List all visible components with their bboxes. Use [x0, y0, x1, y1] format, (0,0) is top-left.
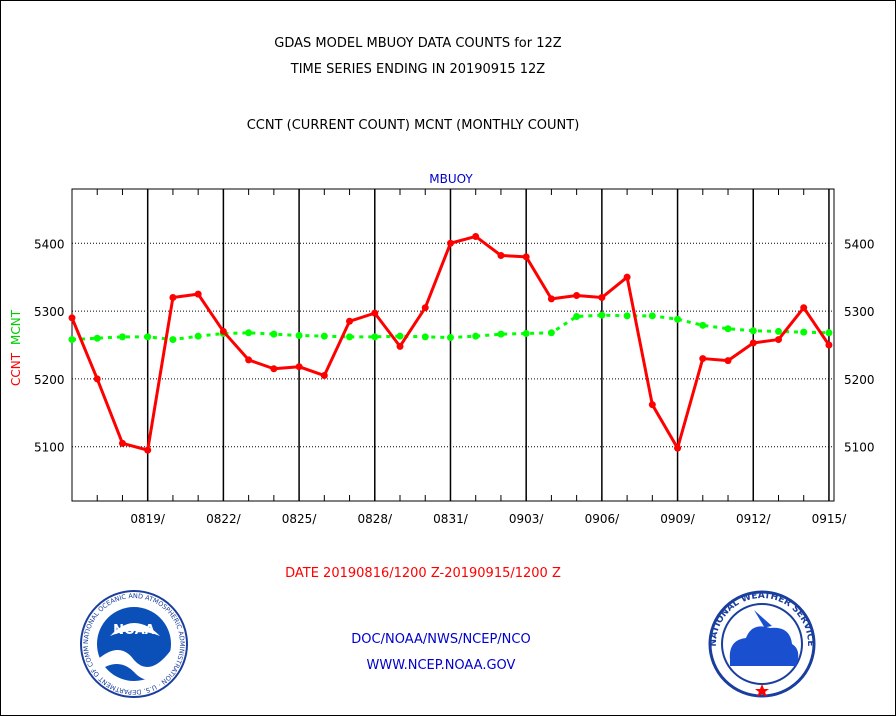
data-point-ccnt	[346, 317, 354, 325]
data-point-ccnt	[522, 253, 530, 261]
data-point-ccnt	[421, 304, 429, 312]
chart-title: GDAS MODEL MBUOY DATA COUNTS for 12Z	[274, 36, 562, 51]
panel-label: MBUOY	[429, 172, 473, 186]
data-point-ccnt	[774, 336, 782, 344]
data-point-mcnt	[699, 321, 707, 329]
data-point-mcnt	[446, 334, 454, 342]
data-point-mcnt	[194, 332, 202, 340]
data-point-ccnt	[573, 291, 581, 299]
data-point-ccnt	[724, 357, 732, 365]
data-point-ccnt	[749, 339, 757, 347]
date-range: DATE 20190816/1200 Z-20190915/1200 Z	[285, 566, 561, 581]
data-point-ccnt	[497, 251, 505, 259]
data-point-ccnt	[371, 309, 379, 317]
data-point-ccnt	[674, 444, 682, 452]
y-axis-label-mcnt: MCNT	[9, 309, 23, 345]
data-point-ccnt	[320, 372, 328, 380]
grid-layer	[72, 189, 834, 501]
data-point-mcnt	[144, 333, 152, 341]
y-tick-label-right: 5400	[844, 237, 875, 251]
y-tick-label-left: 5100	[34, 441, 65, 455]
y-tick-label-right: 5100	[844, 441, 875, 455]
data-point-ccnt	[219, 327, 227, 335]
x-tick-label: 0825/	[282, 512, 318, 526]
plot-area	[71, 188, 835, 502]
series-layer	[68, 232, 833, 454]
data-point-ccnt	[547, 295, 555, 303]
y-tick-label-right: 5200	[844, 373, 875, 387]
data-point-ccnt	[194, 290, 202, 298]
svg-text:NATIONAL OCEANIC AND ATMOSPHER: NATIONAL OCEANIC AND ATMOSPHERIC ADMINIS…	[0, 0, 186, 696]
noaa-ring-text: NATIONAL OCEANIC AND ATMOSPHERIC ADMINIS…	[0, 0, 186, 696]
data-point-ccnt	[699, 355, 707, 363]
org-line: DOC/NOAA/NWS/NCEP/NCO	[351, 632, 531, 647]
website-url: WWW.NCEP.NOAA.GOV	[366, 658, 516, 673]
data-point-mcnt	[245, 329, 253, 337]
legend-description: CCNT (CURRENT COUNT) MCNT (MONTHLY COUNT…	[246, 118, 580, 133]
data-point-mcnt	[270, 330, 278, 338]
data-point-mcnt	[825, 329, 833, 337]
data-point-mcnt	[169, 336, 177, 344]
x-tick-label: 0819/	[130, 512, 166, 526]
data-point-mcnt	[118, 333, 126, 341]
data-point-ccnt	[446, 239, 454, 247]
data-point-mcnt	[68, 336, 76, 344]
data-point-mcnt	[573, 313, 581, 321]
data-point-ccnt	[144, 446, 152, 454]
data-point-mcnt	[346, 333, 354, 341]
data-point-ccnt	[825, 341, 833, 349]
x-tick-label: 0828/	[357, 512, 393, 526]
data-point-ccnt	[245, 356, 253, 364]
label-layer: 5100 5100 5200 5200 5300 5300 5400 5400 0819/082…	[34, 237, 875, 526]
noaa-logo: NOAA NATIONAL OCEANIC AND ATMOSPHERIC AD…	[0, 0, 188, 698]
data-point-mcnt	[623, 312, 631, 320]
data-point-mcnt	[295, 332, 303, 340]
data-point-mcnt	[749, 327, 757, 335]
data-point-ccnt	[800, 304, 808, 312]
x-tick-label: 0903/	[509, 512, 545, 526]
data-point-ccnt	[270, 365, 278, 373]
data-point-ccnt	[295, 363, 303, 371]
x-tick-label: 0909/	[660, 512, 696, 526]
data-point-ccnt	[93, 375, 101, 383]
x-tick-label: 0915/	[812, 512, 848, 526]
data-point-mcnt	[774, 327, 782, 335]
data-point-mcnt	[547, 329, 555, 337]
noaa-logo-text: NOAA	[113, 623, 155, 638]
data-point-mcnt	[724, 325, 732, 333]
data-point-mcnt	[472, 332, 480, 340]
x-tick-label: 0831/	[433, 512, 469, 526]
x-tick-label: 0906/	[585, 512, 621, 526]
y-tick-label-right: 5300	[844, 305, 875, 319]
data-point-mcnt	[648, 312, 656, 320]
data-point-mcnt	[421, 333, 429, 341]
x-tick-label: 0912/	[736, 512, 772, 526]
data-point-ccnt	[623, 273, 631, 281]
chart-subtitle: TIME SERIES ENDING IN 20190915 12Z	[290, 62, 546, 77]
data-point-ccnt	[169, 294, 177, 302]
data-point-mcnt	[497, 330, 505, 338]
data-point-ccnt	[118, 439, 126, 447]
y-tick-label-left: 5200	[34, 373, 65, 387]
data-point-ccnt	[68, 314, 76, 322]
data-point-mcnt	[320, 332, 328, 340]
data-point-ccnt	[648, 401, 656, 409]
data-point-mcnt	[598, 311, 606, 319]
y-tick-label-left: 5300	[34, 305, 65, 319]
data-point-ccnt	[598, 294, 606, 302]
nws-logo: NATIONAL WEATHER SERVICE	[708, 590, 816, 698]
y-tick-label-left: 5400	[34, 237, 65, 251]
data-point-mcnt	[93, 334, 101, 342]
data-point-mcnt	[396, 332, 404, 340]
data-point-mcnt	[371, 333, 379, 341]
y-axis-label-ccnt: CCNT	[9, 352, 23, 386]
data-point-ccnt	[396, 342, 404, 350]
x-tick-label: 0822/	[206, 512, 242, 526]
data-point-mcnt	[674, 315, 682, 323]
data-point-ccnt	[472, 232, 480, 240]
axis-layer	[71, 188, 835, 502]
data-point-mcnt	[800, 328, 808, 336]
data-point-mcnt	[522, 329, 530, 337]
